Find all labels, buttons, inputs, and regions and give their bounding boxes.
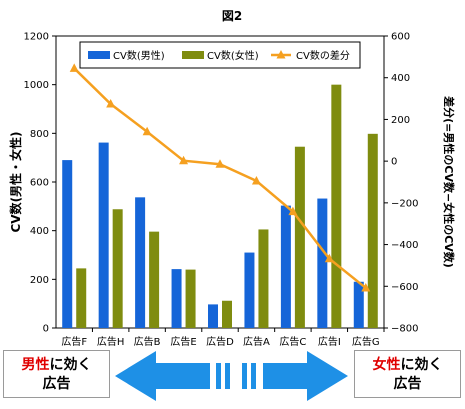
legend-swatch [88, 51, 110, 59]
y2-tick-label: 600 [391, 32, 410, 43]
bar-female [149, 231, 160, 328]
bar-female [222, 300, 232, 328]
arrow-dash [225, 363, 230, 389]
male-box-text: に効く [49, 357, 92, 373]
y2-tick-label: 200 [391, 115, 410, 126]
x-tick-label: 広告C [279, 335, 306, 348]
female-effective-ad-box: 女性に効く 広告 [354, 350, 461, 398]
bar-female [258, 229, 269, 328]
bar-male [98, 142, 109, 328]
y2-axis-label: 差分(=男性のCV数−女性のCV数) [442, 96, 456, 268]
x-tick-label: 広告H [97, 335, 125, 348]
bar-male [244, 252, 255, 328]
legend-marker [276, 50, 286, 59]
bar-male [208, 304, 218, 328]
bar-male [62, 160, 73, 328]
female-box-line2: 広告 [393, 376, 422, 392]
x-tick-label: 広告F [61, 335, 87, 348]
bar-male [280, 205, 291, 328]
x-tick-label: 広告E [170, 335, 196, 348]
y-tick-label: 0 [43, 324, 49, 335]
y2-tick-label: 400 [391, 73, 410, 84]
y2-tick-label: −200 [391, 198, 418, 209]
male-effective-ad-box: 男性に効く 広告 [3, 350, 110, 398]
arrow-dash [251, 363, 256, 389]
y-tick-label: 600 [30, 178, 49, 189]
legend-label: CV数(男性) [113, 49, 165, 62]
arrow-dash [216, 363, 221, 389]
female-label: 女性 [372, 357, 401, 373]
diff-marker [324, 253, 334, 263]
legend [79, 41, 361, 69]
x-tick-label: 広告B [134, 335, 161, 348]
diff-marker [251, 175, 261, 185]
x-tick-label: 広告A [243, 335, 270, 348]
diff-marker [69, 63, 79, 72]
bar-male [171, 269, 182, 328]
right-arrow [263, 351, 348, 401]
legend-label: CV数(女性) [207, 49, 259, 62]
y2-tick-label: −400 [391, 240, 418, 251]
bar-female [185, 269, 196, 328]
y2-tick-label: −600 [391, 282, 418, 293]
x-tick-label: 広告G [352, 335, 380, 348]
arrow-dash [242, 363, 247, 389]
bar-male [353, 281, 364, 328]
legend-swatch [182, 51, 204, 59]
diff-marker [288, 206, 298, 216]
chart-title: 図2 [222, 9, 242, 23]
y-tick-label: 1000 [24, 80, 49, 91]
bar-male [135, 197, 146, 328]
y-tick-label: 400 [30, 226, 49, 237]
bar-female [76, 268, 87, 328]
y-tick-label: 1200 [24, 32, 49, 43]
bar-male [317, 198, 328, 328]
y2-tick-label: −800 [391, 324, 418, 335]
y-axis-label: CV数(男性・女性) [8, 131, 23, 232]
diff-marker [142, 126, 152, 136]
y-tick-label: 200 [30, 275, 49, 286]
bar-female [331, 84, 342, 329]
bar-female [112, 209, 123, 328]
male-box-line2: 広告 [42, 376, 71, 392]
diff-marker [106, 98, 116, 108]
y2-tick-label: 0 [391, 157, 397, 168]
legend-label: CV数の差分 [296, 49, 350, 62]
diff-marker [215, 159, 225, 168]
bar-female [367, 133, 378, 328]
y-tick-label: 800 [30, 129, 49, 140]
x-tick-label: 広告D [206, 335, 234, 348]
female-box-text: に効く [400, 357, 443, 373]
male-label: 男性 [21, 357, 50, 373]
diff-marker [179, 155, 189, 165]
x-tick-label: 広告I [318, 335, 341, 348]
diff-marker [361, 282, 371, 292]
left-arrow [115, 351, 210, 401]
bar-female [294, 146, 305, 328]
